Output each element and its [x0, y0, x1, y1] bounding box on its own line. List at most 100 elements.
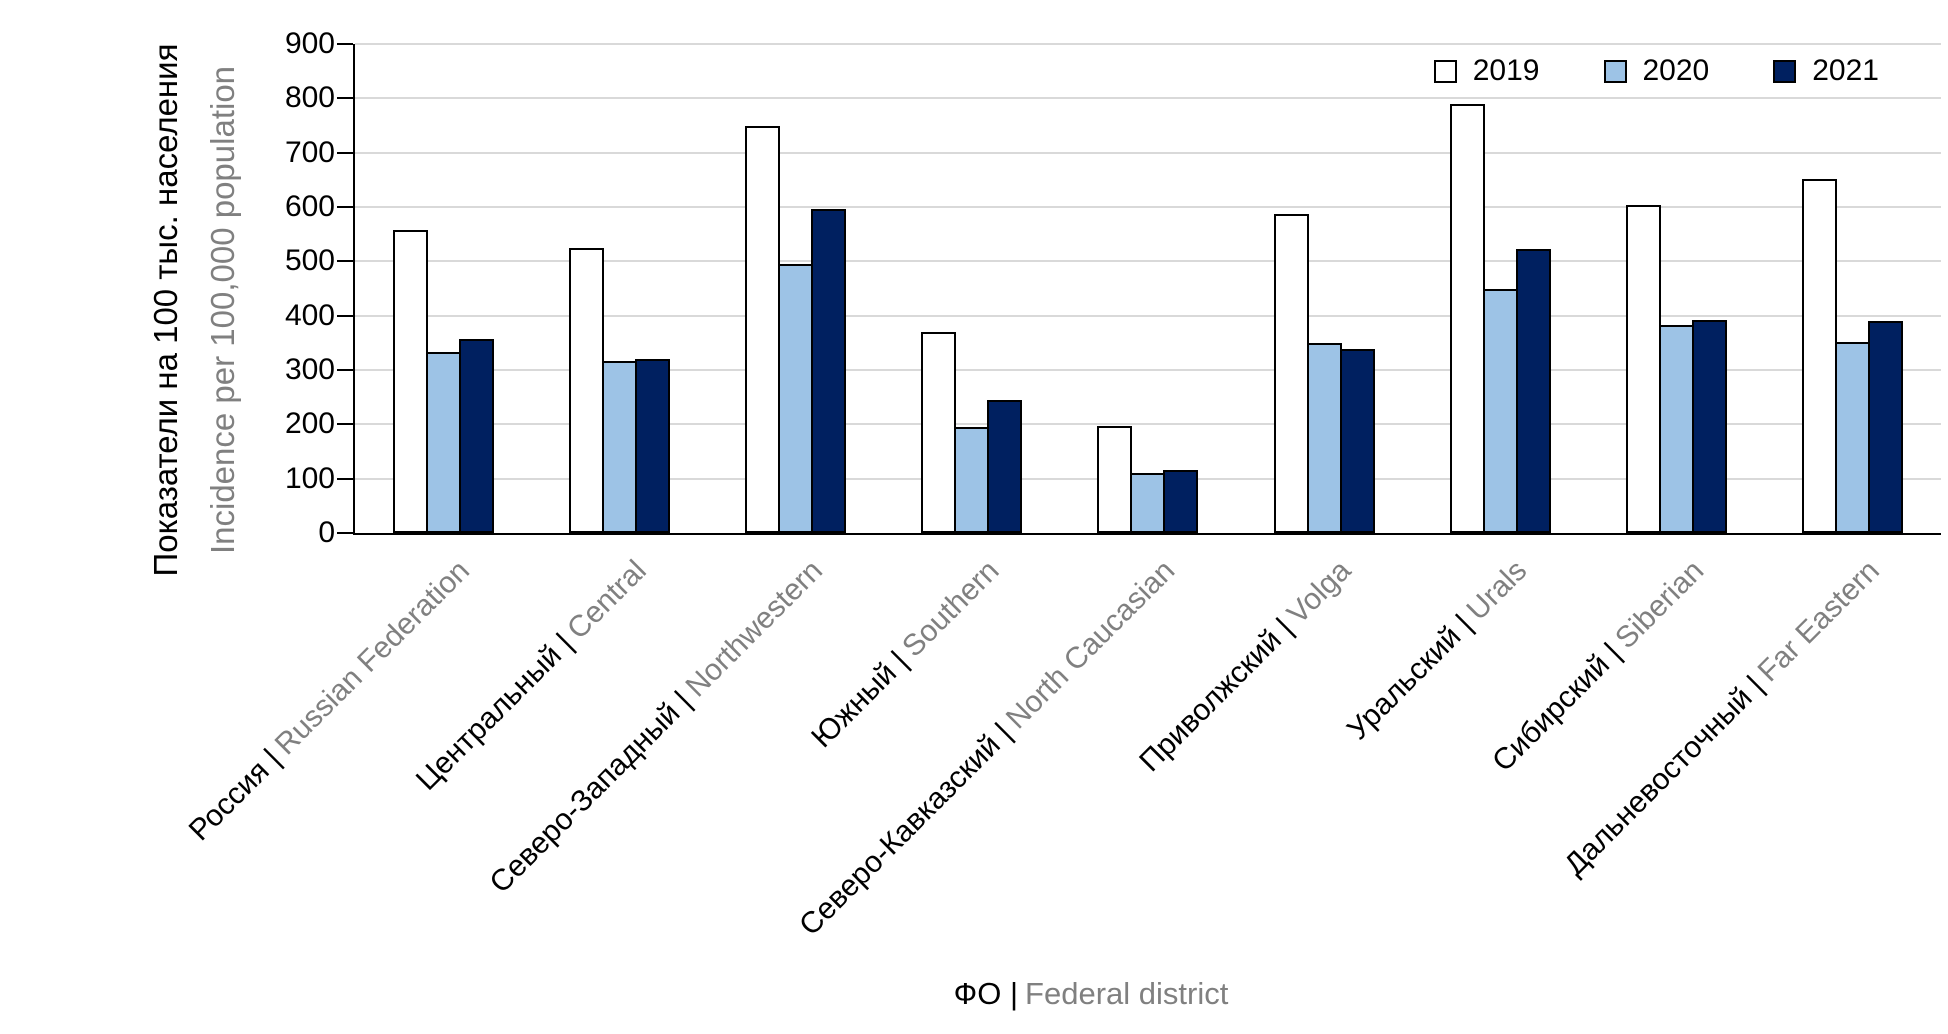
x-category-label: Южный |Southern: [805, 554, 1006, 755]
y-tick-mark: [337, 369, 353, 371]
gridline: [355, 423, 1941, 426]
bar-2021: [1868, 320, 1904, 533]
y-tick-label: 900: [284, 27, 335, 60]
x-category-label-russian: Приволжский |: [1133, 612, 1300, 779]
bar-group: [1060, 44, 1236, 533]
bar-group: [707, 44, 883, 533]
x-category-label: Северо-Западный |Northwestern: [483, 554, 829, 900]
legend-swatch-2019: [1433, 59, 1457, 83]
y-tick-label: 800: [284, 81, 335, 115]
bar-group: [1589, 44, 1765, 533]
bar-2020: [425, 351, 461, 533]
bar-2019: [745, 125, 781, 533]
gridline: [355, 314, 1941, 317]
bar-2021: [634, 358, 670, 533]
x-category-label-english: Northwestern: [679, 554, 829, 704]
legend-label: 2020: [1642, 54, 1710, 87]
y-tick-label: 200: [284, 407, 335, 441]
y-tick-label: 300: [284, 353, 335, 386]
bar-2021: [1163, 469, 1199, 533]
x-category-label-english: Russian Federation: [269, 554, 477, 762]
bar-2021: [987, 399, 1023, 533]
gridline: [355, 43, 1941, 45]
y-axis-tick-labels: 0 100 200 300 400 500 600 700 800 900: [0, 29, 335, 548]
legend-label: 2021: [1812, 54, 1879, 87]
bar-2020: [778, 264, 814, 533]
y-tick-label: 100: [284, 461, 335, 495]
x-category-label-russian: Россия |: [183, 742, 288, 848]
x-category-label-english: Siberian: [1608, 554, 1711, 656]
bar-2019: [921, 331, 957, 533]
bar-2020: [1835, 341, 1871, 533]
y-tick-label: 600: [284, 190, 335, 223]
x-category-label-english: North Caucasian: [999, 554, 1182, 736]
gridline: [355, 369, 1941, 371]
bar-group: [1412, 44, 1588, 533]
x-category-label-english: Volga: [1281, 554, 1358, 631]
y-tick-mark: [337, 97, 353, 100]
x-category-label-russian: Дальневосточный |: [1558, 669, 1771, 882]
legend-label: 2019: [1472, 54, 1540, 87]
bar-group: [884, 44, 1060, 533]
bar-2019: [1097, 425, 1133, 533]
legend-swatch-2020: [1603, 59, 1627, 83]
bar-2021: [811, 208, 847, 533]
legend-item-2020: 2020: [1603, 54, 1710, 88]
bar-2019: [1449, 103, 1485, 533]
x-axis-title: ФО | Federal district: [298, 976, 1884, 1012]
y-tick-label: 500: [284, 244, 335, 278]
bar-2021: [458, 338, 494, 533]
x-category-label-english: Urals: [1460, 554, 1534, 627]
y-tick-mark: [337, 260, 353, 263]
gridline: [355, 97, 1941, 100]
bar-2019: [568, 247, 604, 533]
x-category-label-russian: Южный |: [804, 645, 915, 755]
bar-2019: [392, 229, 428, 533]
bar-groups: [355, 44, 1941, 533]
legend: 2019 2020 2021: [1433, 54, 1879, 88]
y-tick-mark: [337, 151, 353, 154]
legend-item-2021: 2021: [1773, 54, 1879, 88]
legend-swatch-2021: [1773, 59, 1797, 83]
legend-item-2019: 2019: [1433, 54, 1540, 88]
bar-2021: [1515, 248, 1551, 533]
x-category-label: Северо-Кавказский |North Caucasian: [793, 554, 1182, 943]
bar-2020: [1130, 472, 1166, 533]
bar-2021: [1692, 320, 1728, 533]
x-category-label-russian: Северо-Западный |: [483, 685, 698, 900]
x-category-label-english: Central: [560, 554, 653, 646]
x-category-label-russian: Уральский |: [1341, 608, 1480, 747]
gridline: [355, 151, 1941, 154]
y-tick-mark: [337, 314, 353, 317]
bar-group: [531, 44, 707, 533]
y-tick-mark: [337, 206, 353, 208]
y-tick-mark: [337, 477, 353, 480]
bar-group: [1236, 44, 1412, 533]
bar-group: [355, 44, 531, 533]
y-tick-mark: [337, 43, 353, 45]
gridline: [355, 206, 1941, 208]
x-category-label-russian: Центральный |: [409, 627, 580, 797]
x-axis-title-russian: ФО |: [953, 976, 1019, 1011]
x-category-label-english: Far Eastern: [1752, 554, 1887, 689]
x-axis-category-labels: Россия |Russian Federation Центральный |C…: [183, 546, 1939, 970]
bar-2020: [1659, 325, 1695, 533]
plot-area: 2019 2020 2021: [337, 43, 1941, 535]
x-category-label: Дальневосточный |Far Eastern: [1558, 554, 1886, 882]
x-category-label-russian: Сибирский |: [1485, 636, 1628, 779]
bar-2019: [1626, 204, 1662, 533]
x-category-label: Уральский |Urals: [1341, 554, 1534, 747]
bar-2020: [954, 427, 990, 533]
x-category-label-english: Southern: [895, 554, 1006, 664]
bar-2020: [601, 361, 637, 533]
y-tick-mark: [337, 532, 353, 534]
bar-2020: [1306, 342, 1342, 533]
bar-2019: [1802, 179, 1838, 533]
bar-2021: [1339, 349, 1375, 533]
y-tick-label: 700: [284, 135, 335, 169]
bar-2020: [1482, 288, 1518, 533]
y-tick-mark: [337, 423, 353, 426]
y-tick-label: 400: [284, 298, 335, 332]
x-axis-title-english: Federal district: [1025, 976, 1229, 1011]
